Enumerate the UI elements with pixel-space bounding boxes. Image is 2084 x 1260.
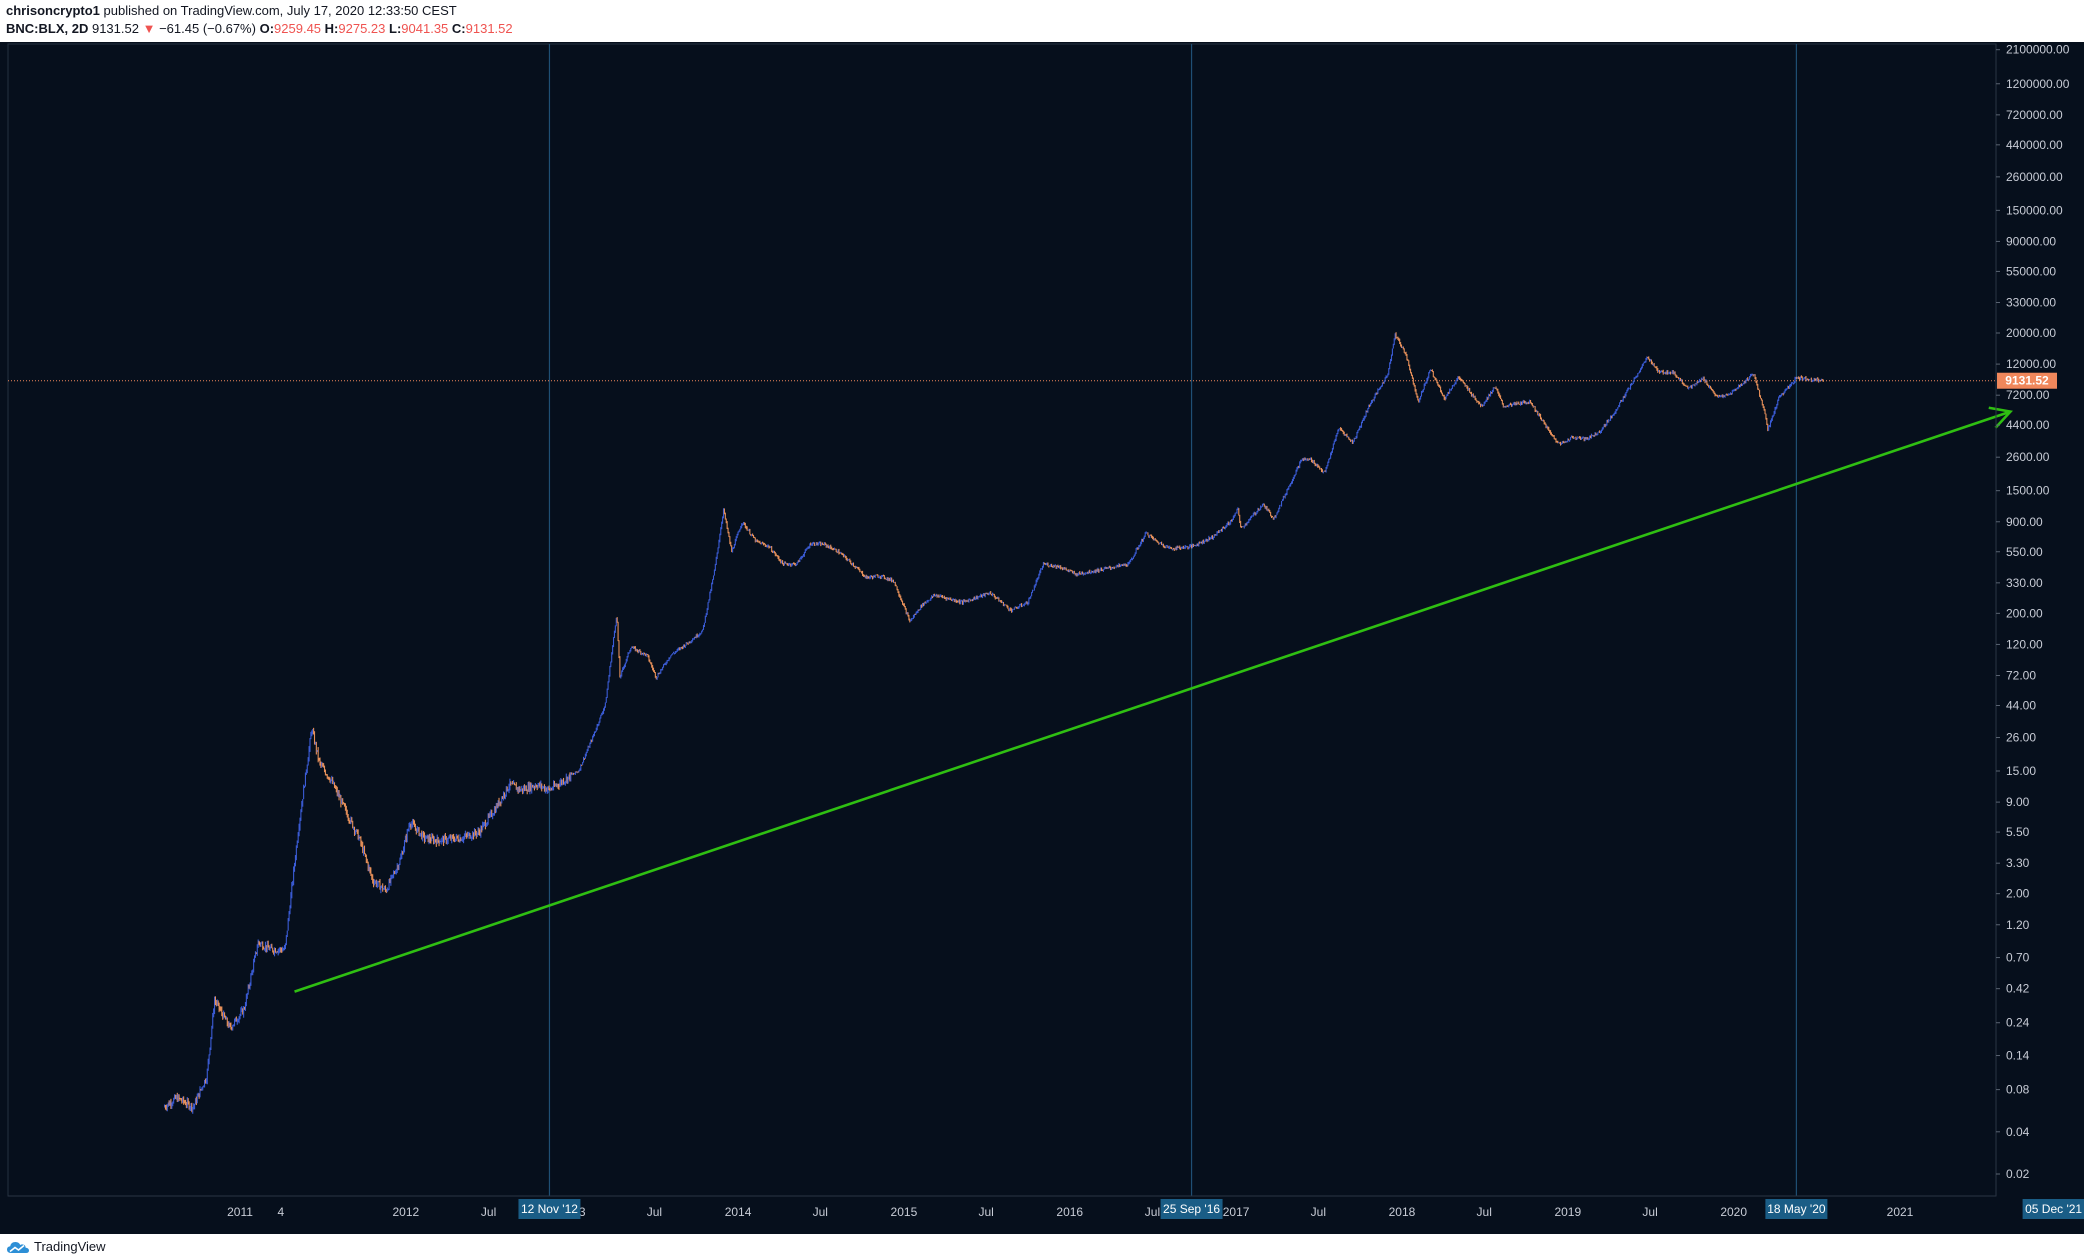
published-text: published on TradingView.com, July 17, 2… — [103, 3, 457, 18]
time-tick-label: 2015 — [891, 1205, 918, 1219]
price-tick-label: 5.50 — [2006, 825, 2030, 839]
publish-info: chrisoncrypto1 published on TradingView.… — [6, 3, 457, 18]
marker-date-box-label: 12 Nov '12 — [521, 1202, 578, 1216]
price-tick-label: 4400.00 — [2006, 418, 2050, 432]
last-price-value: 9131.52 — [91, 21, 139, 36]
footer-bar: TradingView — [0, 1234, 2084, 1260]
price-tick-label: 33000.00 — [2006, 296, 2056, 310]
time-tick-label: Jul — [813, 1205, 828, 1219]
price-tick-label: 7200.00 — [2006, 388, 2050, 402]
footer-brand[interactable]: TradingView — [34, 1239, 106, 1254]
time-tick-label: Jul — [481, 1205, 496, 1219]
chart-background — [0, 42, 2084, 1234]
price-tick-label: 9.00 — [2006, 795, 2030, 809]
time-tick-label: Jul — [1642, 1205, 1657, 1219]
price-tick-label: 12000.00 — [2006, 357, 2056, 371]
time-tick-label: 2011 — [227, 1205, 253, 1219]
time-tick-label: Jul — [1477, 1205, 1492, 1219]
price-tick-label: 15.00 — [2006, 764, 2036, 778]
end-date-box-label: 05 Dec '21 — [2025, 1202, 2082, 1216]
marker-date-box-label: 18 May '20 — [1767, 1202, 1826, 1216]
ohlc-legend: BNC:BLX, 2D 9131.52 ▼ −61.45 (−0.67%) O:… — [6, 21, 513, 36]
price-tick-label: 150000.00 — [2006, 203, 2063, 217]
time-tick-label: 2016 — [1056, 1205, 1083, 1219]
price-tick-label: 44.00 — [2006, 699, 2036, 713]
price-tick-label: 0.04 — [2006, 1125, 2030, 1139]
price-tick-label: 330.00 — [2006, 576, 2043, 590]
symbol-label[interactable]: BNC:BLX, 2D — [6, 21, 89, 36]
time-tick-label: 4 — [278, 1205, 285, 1219]
marker-date-box[interactable] — [1160, 1199, 1223, 1219]
price-tick-label: 200.00 — [2006, 606, 2043, 620]
price-tick-label: 90000.00 — [2006, 234, 2056, 248]
time-tick-label: Jul — [1311, 1205, 1326, 1219]
price-tick-label: 0.42 — [2006, 982, 2030, 996]
time-tick-label: Jul — [978, 1205, 993, 1219]
time-tick-label: Jul — [647, 1205, 662, 1219]
price-tick-label: 550.00 — [2006, 545, 2043, 559]
candlesticks — [164, 332, 1824, 1114]
high-label: H: — [324, 21, 339, 36]
price-tick-label: 720000.00 — [2006, 108, 2063, 122]
price-tick-label: 55000.00 — [2006, 264, 2056, 278]
price-tick-label: 900.00 — [2006, 515, 2043, 529]
author-name[interactable]: chrisoncrypto1 — [6, 3, 100, 18]
time-tick-label: Jul — [1145, 1205, 1160, 1219]
low-value: 9041.35 — [401, 21, 449, 36]
price-tick-label: 120.00 — [2006, 637, 2043, 651]
time-tick-label: 2018 — [1389, 1205, 1416, 1219]
price-tick-label: 1500.00 — [2006, 484, 2050, 498]
time-tick-label: 2014 — [725, 1205, 752, 1219]
low-label: L: — [389, 21, 402, 36]
close-label: C: — [451, 21, 466, 36]
open-label: O: — [259, 21, 275, 36]
end-date-box[interactable] — [2022, 1199, 2084, 1219]
close-value: 9131.52 — [465, 21, 513, 36]
triangle-down-icon: ▼ — [142, 21, 156, 36]
marker-date-box[interactable] — [1765, 1199, 1828, 1219]
price-tick-label: 2100000.00 — [2006, 43, 2070, 57]
price-axis[interactable]: 2100000.00 1200000.00 720000.00 440000.00 26… — [1995, 43, 2070, 1196]
price-tick-label: 0.02 — [2006, 1167, 2030, 1181]
last-price-badge — [1997, 372, 2057, 389]
price-tick-label: 440000.00 — [2006, 138, 2063, 152]
high-value: 9275.23 — [338, 21, 386, 36]
price-tick-label: 3.30 — [2006, 856, 2030, 870]
price-tick-label: 72.00 — [2006, 669, 2036, 683]
price-tick-label: 0.14 — [2006, 1049, 2030, 1063]
price-tick-label: 26.00 — [2006, 731, 2036, 745]
time-tick-label: 2020 — [1720, 1205, 1747, 1219]
price-chart[interactable]: 2100000.00 1200000.00 720000.00 440000.00 26… — [0, 42, 2084, 1234]
price-tick-label: 0.70 — [2006, 951, 2030, 965]
price-tick-label: 1200000.00 — [2006, 77, 2070, 91]
price-tick-label: 0.24 — [2006, 1016, 2030, 1030]
price-tick-label: 0.08 — [2006, 1083, 2030, 1097]
time-tick-label: 2017 — [1223, 1205, 1250, 1219]
time-axis[interactable]: 201142012Jul2013Jul2014Jul2015Jul2016Jul… — [8, 1195, 2084, 1219]
time-tick-label: 2021 — [1887, 1205, 1914, 1219]
price-tick-label: 1.20 — [2006, 918, 2030, 932]
trend-arrow-line[interactable] — [294, 410, 2011, 993]
marker-date-box-label: 25 Sep '16 — [1163, 1202, 1220, 1216]
price-tick-label: 2.00 — [2006, 887, 2030, 901]
open-value: 9259.45 — [274, 21, 322, 36]
last-price-badge-label: 9131.52 — [2005, 374, 2049, 388]
time-tick-label: 2012 — [393, 1205, 420, 1219]
time-tick-label: 2019 — [1554, 1205, 1581, 1219]
tradingview-cloud-icon[interactable] — [6, 1239, 30, 1255]
price-tick-label: 20000.00 — [2006, 326, 2056, 340]
price-tick-label: 2600.00 — [2006, 450, 2050, 464]
change-value: −61.45 (−0.67%) — [159, 21, 256, 36]
marker-date-box[interactable] — [518, 1199, 581, 1219]
price-tick-label: 260000.00 — [2006, 170, 2063, 184]
header-bar: chrisoncrypto1 published on TradingView.… — [0, 0, 2084, 42]
